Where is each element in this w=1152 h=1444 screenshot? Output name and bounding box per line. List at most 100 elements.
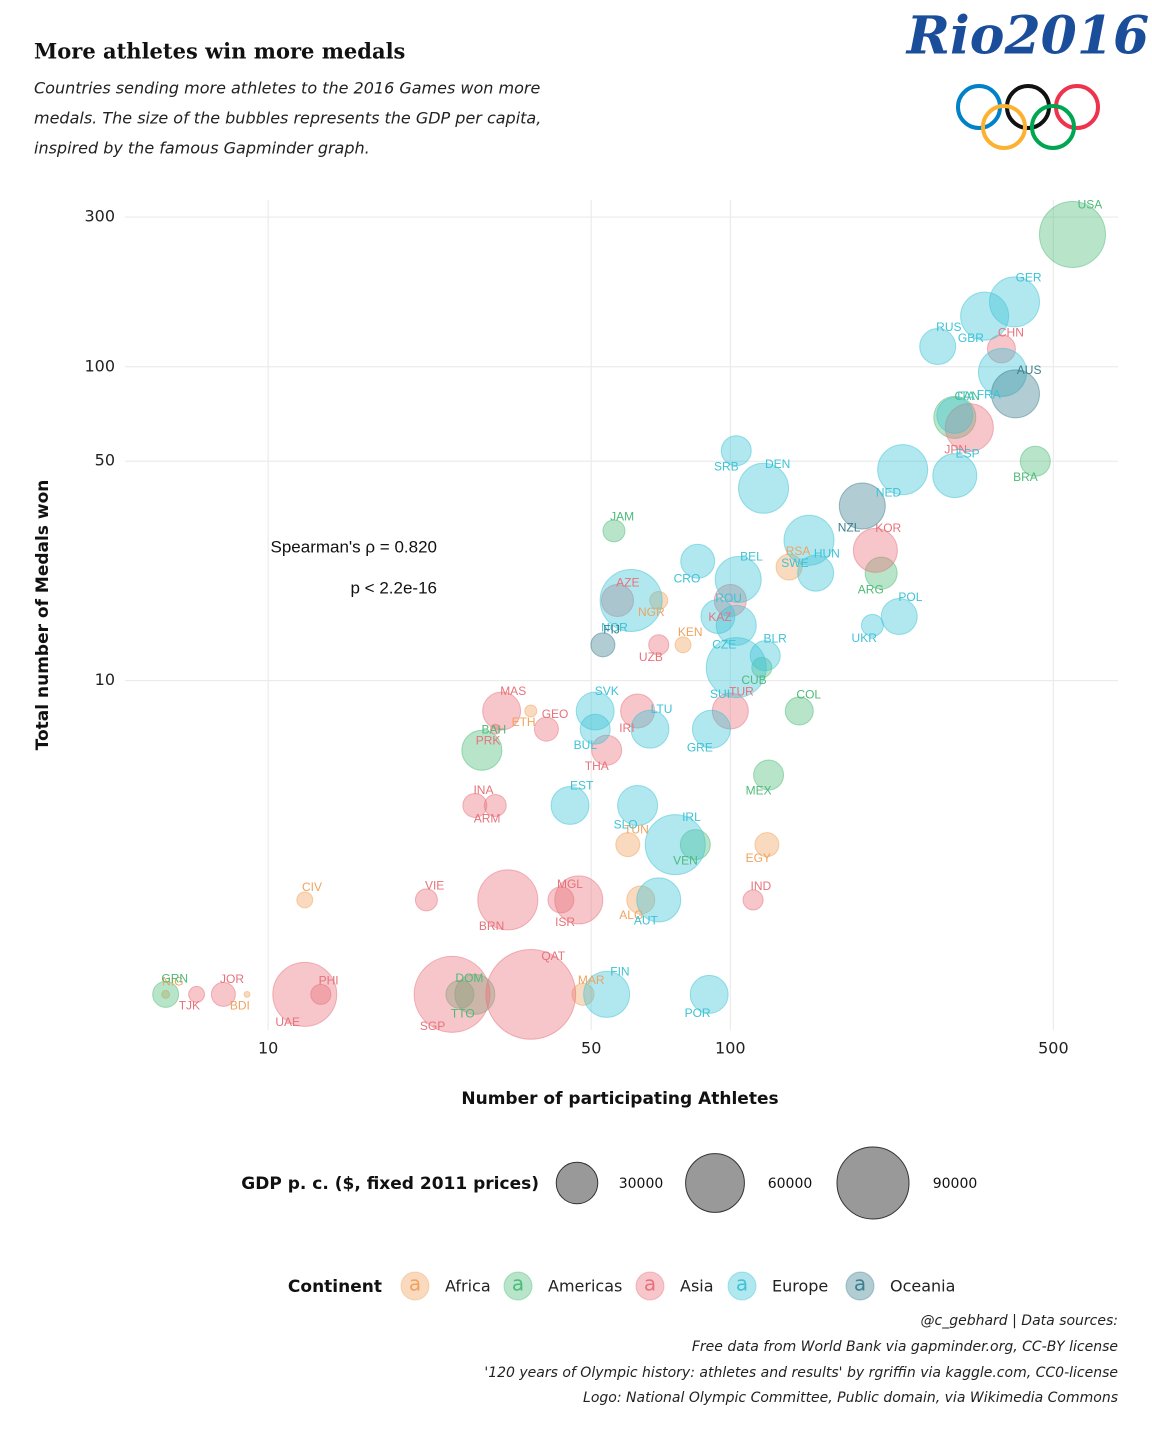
annotation: Spearman's ρ = 0.820 [271, 537, 438, 556]
y-tick-label: 100 [84, 356, 115, 375]
caption: @c_gebhard | Data sources: [921, 1313, 1118, 1329]
bubble [161, 989, 171, 999]
bubble [775, 553, 803, 581]
point-label: ALG [619, 908, 643, 922]
bubble [243, 990, 251, 998]
point-label: CHN [998, 325, 1024, 339]
bubble [454, 973, 496, 1015]
point-label: KAZ [708, 610, 731, 624]
bubble [554, 875, 604, 925]
point-label: ISR [555, 915, 575, 929]
bubble [547, 886, 575, 914]
bubble [477, 869, 539, 931]
legend-key-glyph: a [512, 1272, 524, 1296]
caption: Logo: National Olympic Committee, Public… [583, 1390, 1118, 1406]
x-tick-label: 100 [715, 1039, 746, 1058]
bubble [591, 734, 623, 766]
bubble [852, 527, 898, 573]
point-label: MAR [578, 973, 605, 987]
legend-key [635, 1271, 665, 1301]
point-label: GER [1016, 271, 1042, 285]
point-label: UZB [639, 650, 663, 664]
subtitle: Countries sending more athletes to the 2… [34, 79, 540, 98]
point-label: HUN [814, 547, 840, 561]
point-label: CRO [674, 571, 701, 585]
point-label: ESP [956, 446, 980, 460]
bubble [715, 604, 757, 646]
bubble [689, 974, 729, 1014]
point-label: BDI [230, 999, 250, 1013]
point-label: UAE [275, 1015, 300, 1029]
bubble [714, 555, 762, 603]
point-label: SVK [595, 684, 619, 698]
bubble [864, 556, 898, 590]
bubble [590, 632, 616, 658]
bubble [188, 985, 206, 1003]
bubble [989, 276, 1040, 328]
bubble [919, 328, 957, 366]
size-legend-label: 60000 [768, 1176, 813, 1192]
bubble [1038, 200, 1106, 268]
bubble [533, 716, 559, 742]
point-label: TUR [729, 685, 754, 699]
point-label: EST [570, 778, 594, 792]
point-label: POL [898, 590, 922, 604]
point-label: DOM [455, 971, 483, 985]
bubble [482, 691, 522, 731]
point-label: ETH [512, 715, 536, 729]
point-label: QAT [541, 949, 565, 963]
legend-title: Continent [288, 1277, 382, 1297]
bubble [990, 369, 1040, 419]
point-label: THA [585, 759, 609, 773]
point-label: DEN [765, 457, 790, 471]
point-label: BAH [482, 722, 507, 736]
point-label: GRN [161, 971, 188, 985]
bubble [414, 888, 438, 912]
point-label: RSA [786, 544, 811, 558]
point-label: VIE [425, 878, 444, 892]
bubble [461, 729, 503, 771]
point-label: NZL [838, 520, 861, 534]
bubble [489, 723, 501, 735]
size-legend-key [555, 1161, 599, 1205]
point-label: FRA [977, 387, 1001, 401]
point-label: TTO [451, 1007, 475, 1021]
point-label: USA [1078, 198, 1103, 212]
logo-text: Rio2016 [905, 6, 1149, 67]
x-axis-label: Number of participating Athletes [461, 1089, 778, 1109]
grid: 10 50 100 500 10 50 100 300 [84, 200, 1118, 1058]
bubble [713, 583, 747, 617]
point-label: COL [796, 687, 821, 701]
bubble [877, 444, 929, 496]
bubble [626, 885, 656, 915]
point-label: LTU [651, 702, 673, 716]
size-legend-label: 30000 [619, 1176, 664, 1192]
point-label: ARG [858, 583, 884, 597]
point-label: GEO [542, 707, 569, 721]
bubble [986, 334, 1016, 364]
bubble [617, 784, 659, 826]
point-label: NGR [638, 605, 665, 619]
point-label: JOR [220, 972, 244, 986]
bubble [575, 691, 615, 731]
point-label: JPN [944, 443, 967, 457]
bubble [679, 829, 711, 861]
size-legend-label: 90000 [933, 1176, 978, 1192]
point-label: NIG [162, 975, 183, 989]
point-label: ITA [957, 389, 975, 403]
y-tick-label: 300 [84, 207, 115, 226]
bubble [1019, 445, 1051, 477]
point-label: CIV [302, 880, 322, 894]
legend-label: Americas [548, 1277, 622, 1296]
point-label: TUN [624, 822, 649, 836]
point-label: AUS [1017, 363, 1042, 377]
subtitle: inspired by the famous Gapminder graph. [34, 139, 370, 158]
point-label: VEN [673, 853, 698, 867]
point-label: FIJ [603, 623, 620, 637]
point-label: JAM [610, 509, 634, 523]
point-label: AUT [634, 913, 659, 927]
point-label: SRB [714, 459, 739, 473]
point-label: MAS [500, 684, 526, 698]
bubble [936, 396, 974, 434]
